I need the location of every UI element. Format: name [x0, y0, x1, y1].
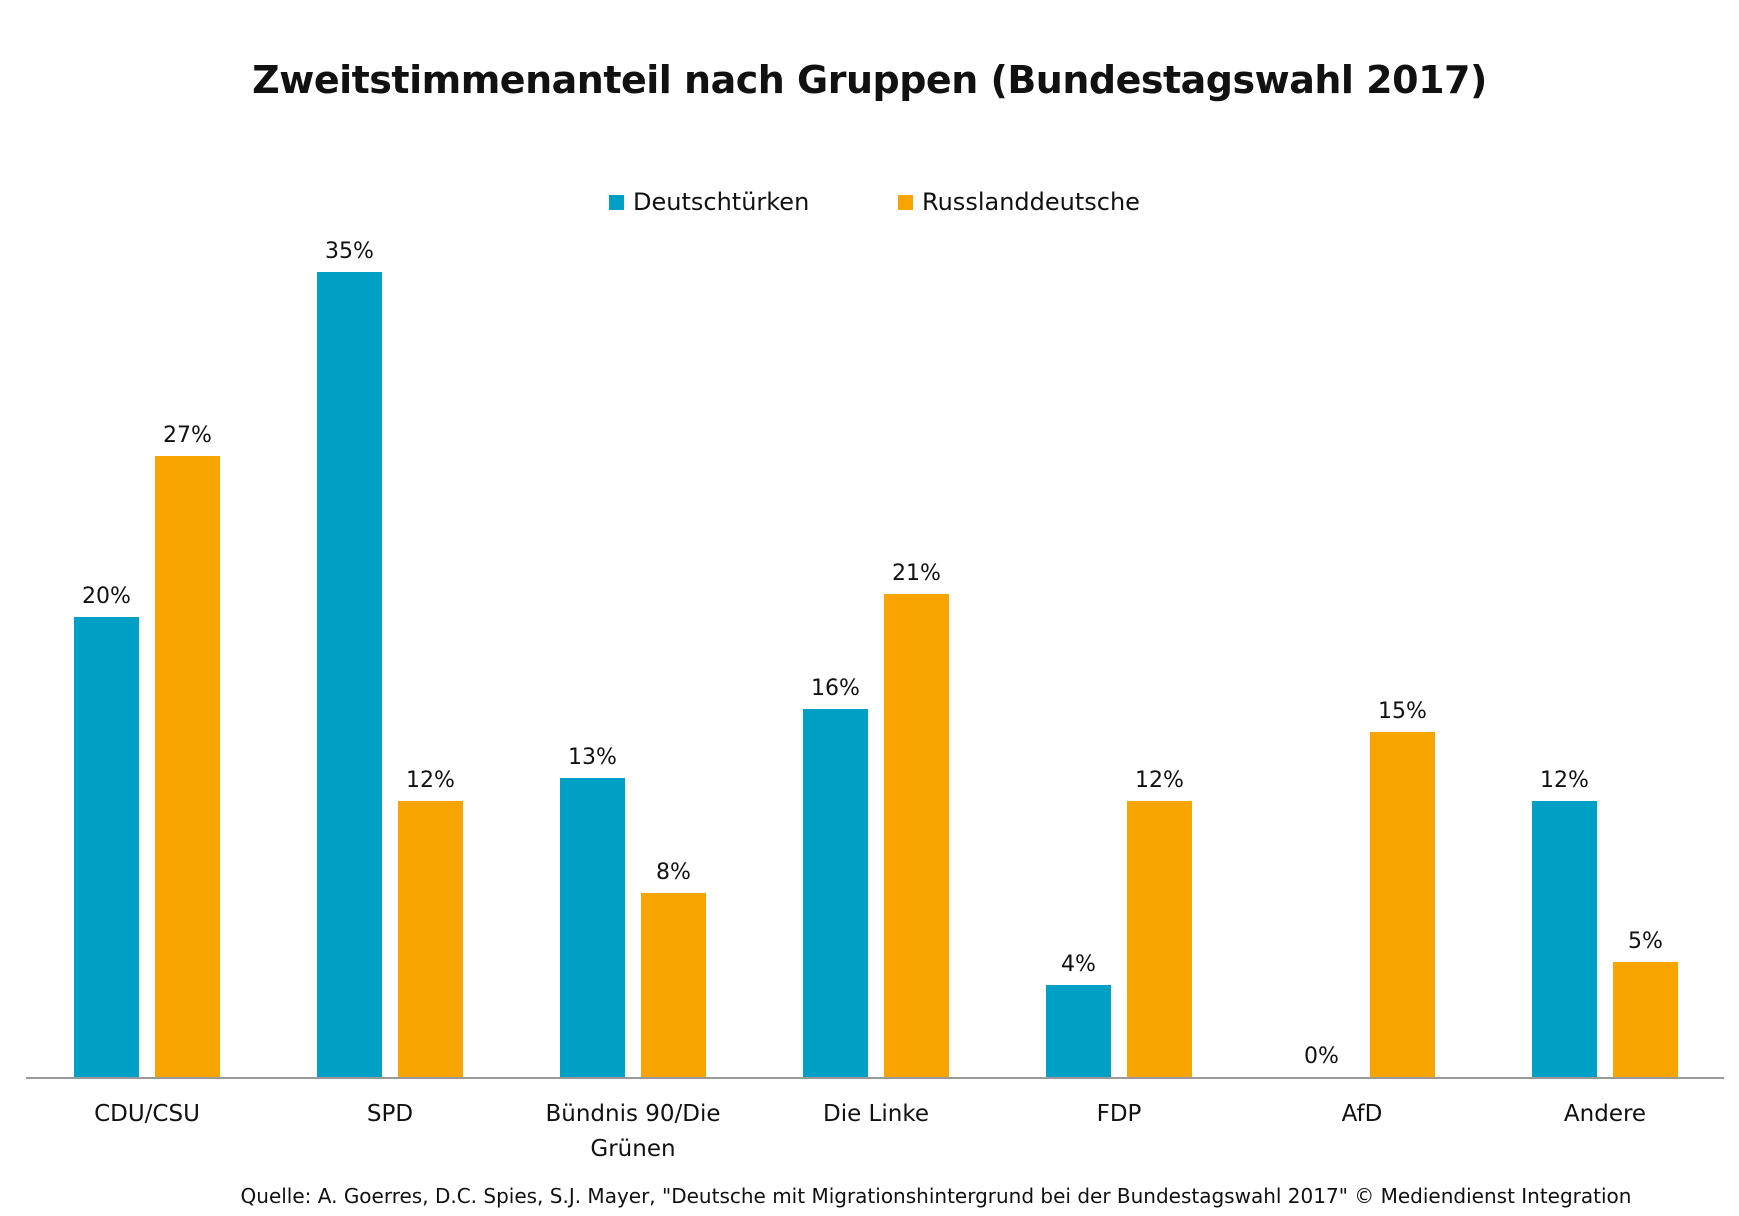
data-label: 12%	[1135, 768, 1184, 793]
legend-item-deutschtuerken: Deutschtürken	[609, 188, 809, 216]
bar	[884, 594, 949, 1077]
bar	[1370, 732, 1435, 1077]
data-label: 12%	[1540, 768, 1589, 793]
legend-item-russlanddeutsche: Russlanddeutsche	[898, 188, 1140, 216]
bar	[74, 617, 139, 1077]
x-tick-label: Grünen	[590, 1136, 675, 1162]
bar	[641, 893, 706, 1077]
data-label: 5%	[1628, 929, 1663, 954]
bar	[803, 709, 868, 1077]
legend-label: Russlanddeutsche	[922, 188, 1140, 216]
bar	[155, 456, 220, 1077]
bar	[1532, 801, 1597, 1077]
data-label: 15%	[1378, 699, 1427, 724]
data-label: 16%	[811, 676, 860, 701]
data-label: 35%	[325, 239, 374, 264]
data-label: 8%	[656, 860, 691, 885]
chart-title: Zweitstimmenanteil nach Gruppen (Bundest…	[252, 58, 1487, 102]
data-label: 4%	[1061, 952, 1096, 977]
legend-swatch-blue	[609, 194, 624, 210]
x-tick-label: Andere	[1564, 1101, 1646, 1127]
data-label: 21%	[892, 561, 941, 586]
data-label: 13%	[568, 745, 617, 770]
source-note: Quelle: A. Goerres, D.C. Spies, S.J. May…	[240, 1184, 1632, 1208]
data-label: 20%	[82, 584, 131, 609]
x-tick-label: SPD	[367, 1101, 413, 1127]
legend-label: Deutschtürken	[633, 188, 810, 216]
x-tick-label: AfD	[1342, 1101, 1383, 1127]
bar	[398, 801, 463, 1077]
bar	[1127, 801, 1192, 1077]
bar	[1613, 962, 1678, 1077]
x-tick-label: Bündnis 90/Die	[545, 1101, 720, 1127]
data-label: 12%	[406, 768, 455, 793]
x-tick-label: FDP	[1097, 1101, 1142, 1127]
legend-swatch-orange	[898, 194, 913, 210]
bar	[560, 778, 625, 1077]
data-label: 27%	[163, 423, 212, 448]
x-tick-label: Die Linke	[823, 1101, 929, 1127]
bar	[1046, 985, 1111, 1077]
x-tick-label: CDU/CSU	[94, 1101, 200, 1127]
bar	[317, 272, 382, 1077]
data-label: 0%	[1304, 1044, 1339, 1069]
